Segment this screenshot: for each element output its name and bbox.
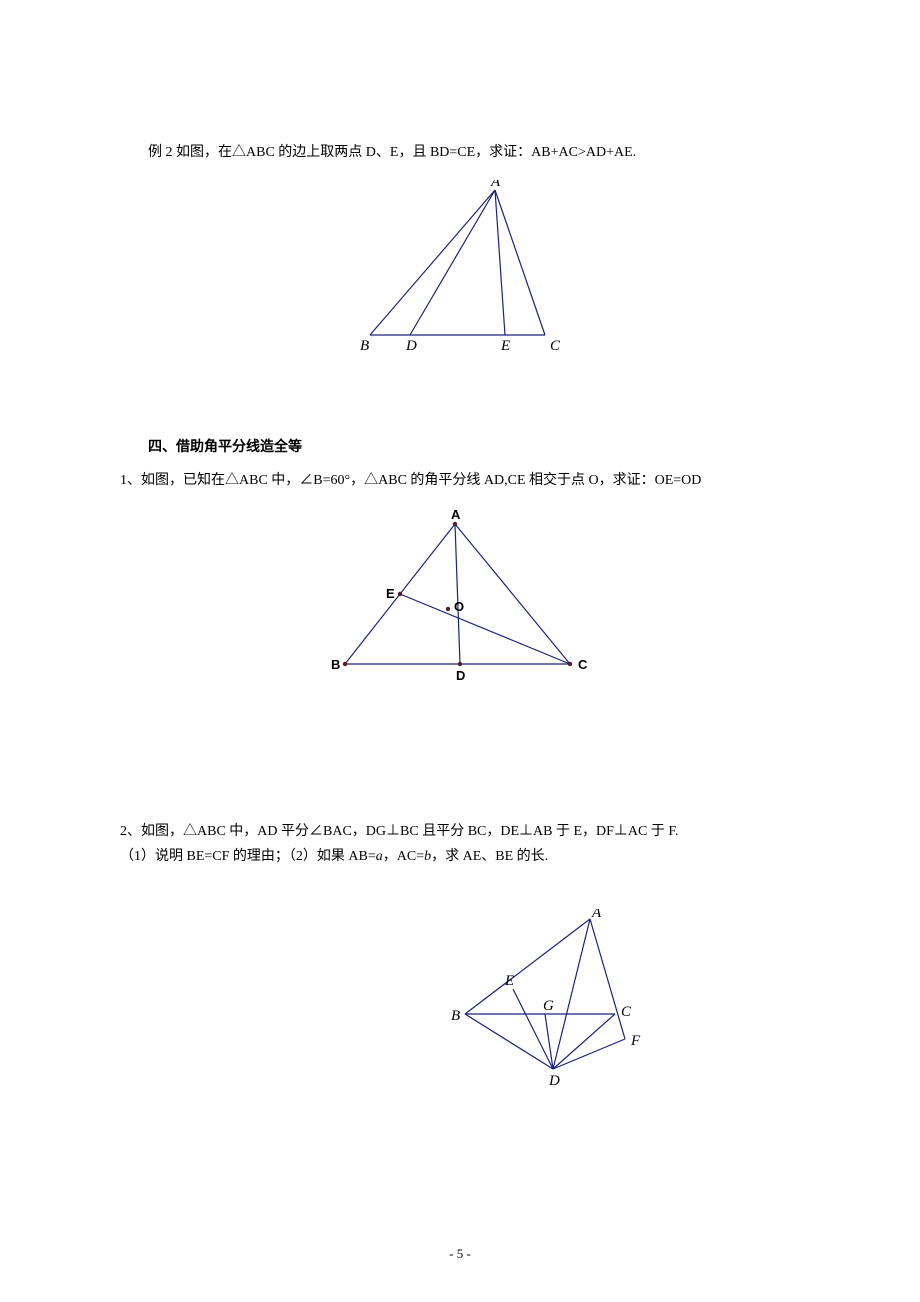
problem-2-line2: （1）说明 BE=CF 的理由；（2）如果 AB=a，AC=b，求 AE、BE … <box>120 844 800 869</box>
svg-text:E: E <box>500 338 510 354</box>
svg-text:B: B <box>331 657 340 672</box>
problem-1-text: 1、如图，已知在△ABC 中，∠B=60°，△ABC 的角平分线 AD,CE 相… <box>120 468 800 493</box>
problem-2-line1: 2、如图，△ABC 中，AD 平分∠BAC，DG⊥BC 且平分 BC，DE⊥AB… <box>120 819 800 844</box>
example-2-text: 例 2 如图，在△ABC 的边上取两点 D、E，且 BD=CE，求证：AB+AC… <box>120 140 800 165</box>
svg-text:A: A <box>451 509 461 522</box>
problem-2-var-a: a <box>376 849 383 864</box>
svg-text:E: E <box>386 586 395 601</box>
svg-text:C: C <box>550 338 561 354</box>
svg-text:A: A <box>490 180 501 190</box>
svg-text:E: E <box>504 973 514 989</box>
problem-2-line2-suffix: ，求 AE、BE 的长. <box>431 849 548 864</box>
svg-text:D: D <box>456 668 465 683</box>
svg-text:B: B <box>451 1008 460 1024</box>
problem-2-line2-mid: ，AC= <box>383 849 424 864</box>
svg-text:B: B <box>360 338 369 354</box>
svg-text:C: C <box>578 657 588 672</box>
svg-text:G: G <box>543 998 554 1014</box>
svg-text:D: D <box>405 338 417 354</box>
svg-text:D: D <box>548 1073 560 1089</box>
problem-2-line2-prefix: （1）说明 BE=CF 的理由；（2）如果 AB= <box>120 849 376 864</box>
svg-text:C: C <box>621 1004 632 1020</box>
page-number: - 5 - <box>0 1246 920 1262</box>
problem-1-figure: A B C D E O <box>120 509 800 699</box>
section-4-heading: 四、借助角平分线造全等 <box>120 435 800 460</box>
svg-text:O: O <box>454 599 464 614</box>
svg-text:A: A <box>591 909 602 921</box>
problem-2-figure: A B C D E F G <box>300 909 800 1099</box>
svg-text:F: F <box>630 1033 641 1049</box>
example-2-figure: A B C D E <box>120 180 800 365</box>
